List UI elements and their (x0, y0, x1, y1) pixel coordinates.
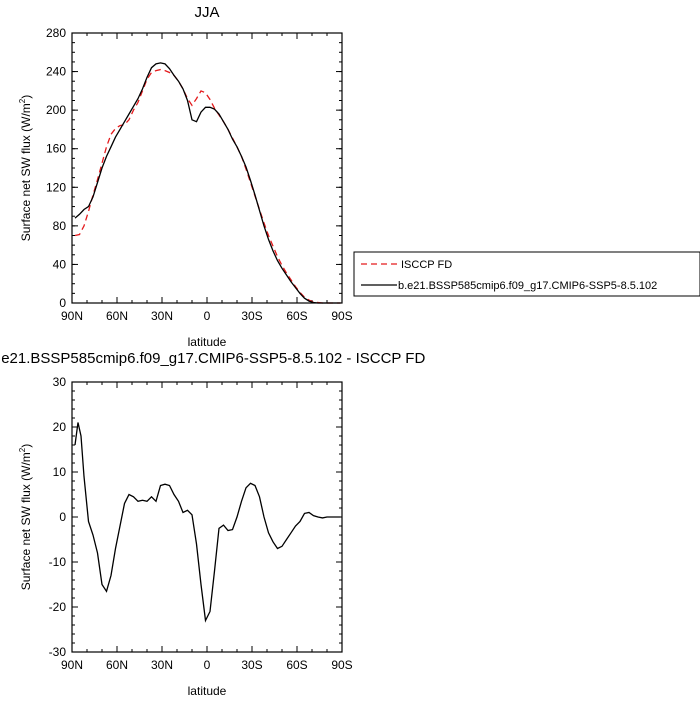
bottom-ytick-label: -10 (49, 555, 67, 569)
top-xtick-label: 30S (241, 309, 262, 323)
bottom-xtick-label: 30S (241, 658, 262, 672)
bottom-chart-ylabel: Surface net SW flux (W/m2) (18, 444, 33, 590)
bottom-ytick-label: 10 (53, 465, 67, 479)
top-chart-xlabel: latitude (188, 335, 227, 349)
bottom-chart: b.e21.BSSP585cmip6.f09_g17.CMIP6-SSP5-8.… (0, 350, 425, 698)
bottom-xtick-label: 90N (61, 658, 83, 672)
top-xtick-label: 30N (151, 309, 173, 323)
top-series-line-1 (74, 62, 341, 304)
bottom-chart-plot-frame (71, 381, 343, 653)
top-ytick-label: 120 (46, 180, 66, 194)
bottom-ytick-label: 20 (53, 420, 67, 434)
bottom-xtick-label: 30N (151, 658, 173, 672)
top-series-line-0 (74, 68, 341, 304)
top-chart-legend: ISCCP FD b.e21.BSSP585cmip6.f09_g17.CMIP… (353, 251, 700, 297)
top-chart-plot-frame (71, 32, 343, 304)
top-chart-ylabel: Surface net SW flux (W/m2) (18, 95, 33, 241)
top-ytick-label: 80 (53, 219, 67, 233)
top-chart: JJA latitude Surface net SW flux (W/m2) … (18, 4, 353, 349)
legend-label-isccp: ISCCP FD (401, 259, 452, 271)
bottom-xtick-label: 60N (106, 658, 128, 672)
top-xtick-label: 60N (106, 309, 128, 323)
top-ytick-label: 40 (53, 257, 67, 271)
legend-box (353, 251, 700, 297)
top-chart-title: JJA (194, 4, 219, 21)
bottom-ytick-label: 0 (59, 510, 66, 524)
bottom-series-line-0 (74, 422, 341, 623)
top-ytick-label: 0 (59, 296, 66, 310)
bottom-chart-title: b.e21.BSSP585cmip6.f09_g17.CMIP6-SSP5-8.… (0, 350, 425, 367)
bottom-ytick-label: -20 (49, 600, 67, 614)
top-xtick-label: 0 (204, 309, 211, 323)
bottom-xtick-label: 0 (204, 658, 211, 672)
bottom-ytick-label: 30 (53, 375, 67, 389)
bottom-xtick-label: 90S (331, 658, 352, 672)
legend-label-model: b.e21.BSSP585cmip6.f09_g17.CMIP6-SSP5-8.… (398, 280, 657, 292)
bottom-chart-xlabel: latitude (188, 684, 227, 698)
top-xtick-label: 60S (286, 309, 307, 323)
top-xtick-label: 90N (61, 309, 83, 323)
top-xtick-label: 90S (331, 309, 352, 323)
top-ytick-label: 160 (46, 142, 66, 156)
top-ytick-label: 280 (46, 26, 66, 40)
bottom-ytick-label: -30 (49, 645, 67, 659)
bottom-xtick-label: 60S (286, 658, 307, 672)
top-ytick-label: 240 (46, 65, 66, 79)
top-ytick-label: 200 (46, 103, 66, 117)
